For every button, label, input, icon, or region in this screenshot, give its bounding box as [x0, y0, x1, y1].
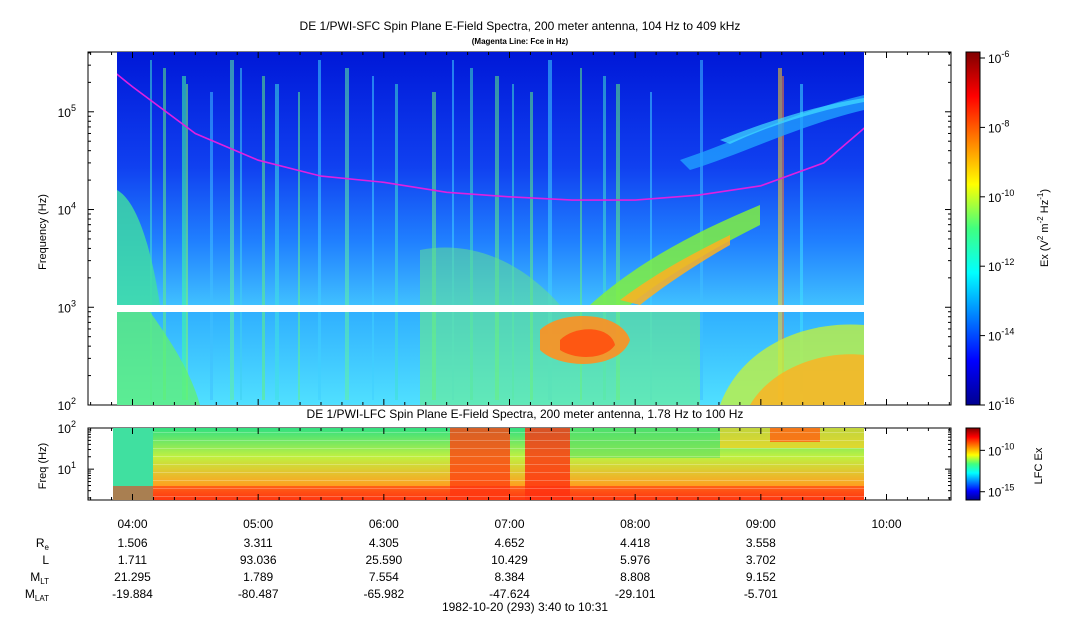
ephemeris-value: -80.487 [238, 587, 279, 601]
top-ytick-label: 104 [58, 201, 76, 218]
lfc-colorbar-label: LFC Ex [1033, 447, 1045, 484]
x-tick-label: 10:00 [871, 517, 901, 531]
ephemeris-value: -5.701 [744, 587, 778, 601]
ephemeris-label: L [42, 553, 49, 567]
sfc-colorbar-ticks: 10-6 10-8 10-10 10-12 10-14 10-16 [980, 49, 1014, 413]
ephemeris-value: -29.101 [615, 587, 656, 601]
colorbar-tick-label: 10-10 [988, 441, 1014, 458]
x-tick-label: 08:00 [620, 517, 650, 531]
ephemeris-value: 4.652 [494, 536, 524, 550]
colorbar-tick-label: 10-15 [988, 483, 1014, 500]
ephemeris-table: Re 1.506 3.311 4.305 4.652 4.418 3.558 L 1.711 93… [25, 536, 778, 603]
sfc-data-gap [117, 305, 864, 312]
ephemeris-value: 5.976 [620, 553, 650, 567]
x-tick-label: 06:00 [369, 517, 399, 531]
top-ytick-label: 102 [58, 396, 76, 413]
ephemeris-value: -65.982 [363, 587, 404, 601]
ephemeris-value: 9.152 [746, 570, 776, 584]
x-tick-label: 04:00 [117, 517, 147, 531]
top-ytick-label: 103 [58, 298, 76, 315]
bottom-y-axis-label: Freq (Hz) [37, 443, 49, 489]
ephemeris-value: 21.295 [114, 570, 151, 584]
top-y-axis-label: Frequency (Hz) [37, 194, 49, 270]
x-axis: 04:00 05:00 06:00 07:00 08:00 09:00 10:00 [90, 52, 950, 531]
ephemeris-value: 3.558 [746, 536, 776, 550]
colorbar-tick-label: 10-12 [988, 257, 1014, 274]
ephemeris-label: MLT [30, 570, 49, 586]
ephemeris-label: Re [36, 536, 50, 552]
ephemeris-value: 1.789 [243, 570, 273, 584]
ephemeris-value: 3.311 [244, 536, 273, 550]
top-panel-title: DE 1/PWI-SFC Spin Plane E-Field Spectra,… [300, 19, 741, 33]
ephemeris-label: MLAT [25, 587, 49, 603]
lfc-colorbar-ticks: 10-10 10-15 [980, 441, 1014, 500]
x-tick-label: 09:00 [746, 517, 776, 531]
ephemeris-value: 3.702 [746, 553, 776, 567]
colorbar-tick-label: 10-14 [988, 327, 1014, 344]
top-y-axis: 102 103 104 105 [58, 52, 951, 413]
lfc-spectrogram [113, 428, 864, 500]
ephemeris-value: 4.305 [369, 536, 399, 550]
colorbar-tick-label: 10-8 [988, 118, 1009, 135]
sfc-spectrogram [117, 52, 864, 405]
x-tick-label: 05:00 [243, 517, 273, 531]
time-range-footer: 1982-10-20 (293) 3:40 to 10:31 [442, 600, 608, 614]
ephemeris-value: 25.590 [365, 553, 402, 567]
ephemeris-value: -47.624 [489, 587, 530, 601]
bottom-panel-title: DE 1/PWI-LFC Spin Plane E-Field Spectra,… [307, 407, 744, 421]
colorbar-tick-label: 10-6 [988, 49, 1009, 66]
bottom-ytick-label: 101 [58, 460, 76, 477]
sfc-colorbar [965, 51, 981, 406]
top-ytick-label: 105 [58, 103, 76, 120]
ephemeris-value: 10.429 [491, 553, 528, 567]
ephemeris-value: 8.808 [620, 570, 650, 584]
top-panel-subtitle: (Magenta Line: Fce in Hz) [472, 37, 569, 46]
ephemeris-value: 1.711 [118, 553, 147, 567]
sfc-colorbar-label: Ex (V2 m-2 Hz-1) [1036, 189, 1051, 267]
colorbar-tick-label: 10-10 [988, 188, 1014, 205]
ephemeris-value: 7.554 [369, 570, 399, 584]
ephemeris-value: -19.884 [112, 587, 153, 601]
bottom-ytick-label: 102 [58, 419, 76, 436]
x-tick-label: 07:00 [494, 517, 524, 531]
fce-line [117, 73, 864, 201]
ephemeris-value: 1.506 [117, 536, 147, 550]
lfc-colorbar [965, 427, 981, 501]
colorbar-tick-label: 10-16 [988, 396, 1014, 413]
ephemeris-value: 93.036 [240, 553, 277, 567]
ephemeris-value: 8.384 [494, 570, 524, 584]
ephemeris-value: 4.418 [620, 536, 650, 550]
